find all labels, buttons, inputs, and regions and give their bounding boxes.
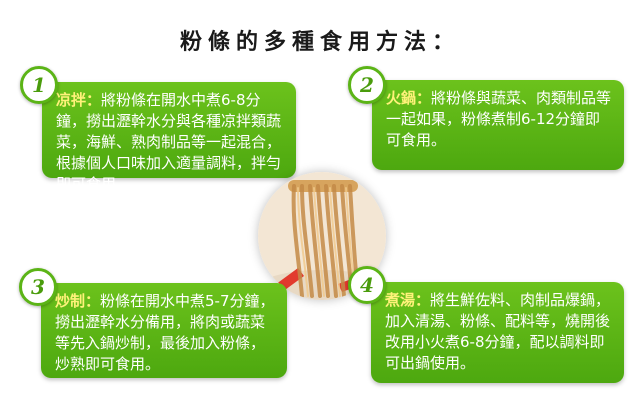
method-heading: 凉拌：	[56, 91, 102, 109]
method-description: 將粉條與蔬菜、肉類制品等一起如果，粉條煮制6-12分鐘即可食用。	[386, 89, 612, 149]
step-number-badge: 1	[20, 66, 58, 104]
method-description: 將粉條在開水中煮6-8分鐘，撈出瀝幹水分與各種凉拌類蔬菜，海鮮、熟肉制品等一起混…	[56, 91, 282, 193]
method-card-stir-fry: 炒制：粉條在開水中煮5-7分鐘，撈出瀝幹水分備用，將肉或蔬菜等先入鍋炒制，最後加…	[41, 283, 287, 378]
step-number-badge: 3	[19, 268, 57, 306]
step-number-badge: 4	[348, 266, 386, 304]
method-card-cold-mix: 凉拌：將粉條在開水中煮6-8分鐘，撈出瀝幹水分與各種凉拌類蔬菜，海鮮、熟肉制品等…	[42, 82, 296, 193]
step-number-badge: 2	[348, 66, 386, 104]
method-heading: 火鍋：	[386, 89, 432, 107]
method-description: 將生鮮佐料、肉制品爆鍋，加入清湯、粉條、配料等，燒開後改用小火煮6-8分鐘，配以…	[385, 291, 611, 372]
method-heading: 炒制：	[55, 292, 101, 310]
method-card-hotpot: 火鍋：將粉條與蔬菜、肉類制品等一起如果，粉條煮制6-12分鐘即可食用。	[372, 80, 624, 170]
method-heading: 煮湯：	[385, 291, 431, 309]
method-description: 粉條在開水中煮5-7分鐘，撈出瀝幹水分備用，將肉或蔬菜等先入鍋炒制，最後加入粉條…	[55, 292, 275, 373]
page-title: 粉條的多種食用方法：	[179, 30, 460, 55]
method-card-soup: 煮湯：將生鮮佐料、肉制品爆鍋，加入清湯、粉條、配料等，燒開後改用小火煮6-8分鐘…	[371, 282, 624, 383]
